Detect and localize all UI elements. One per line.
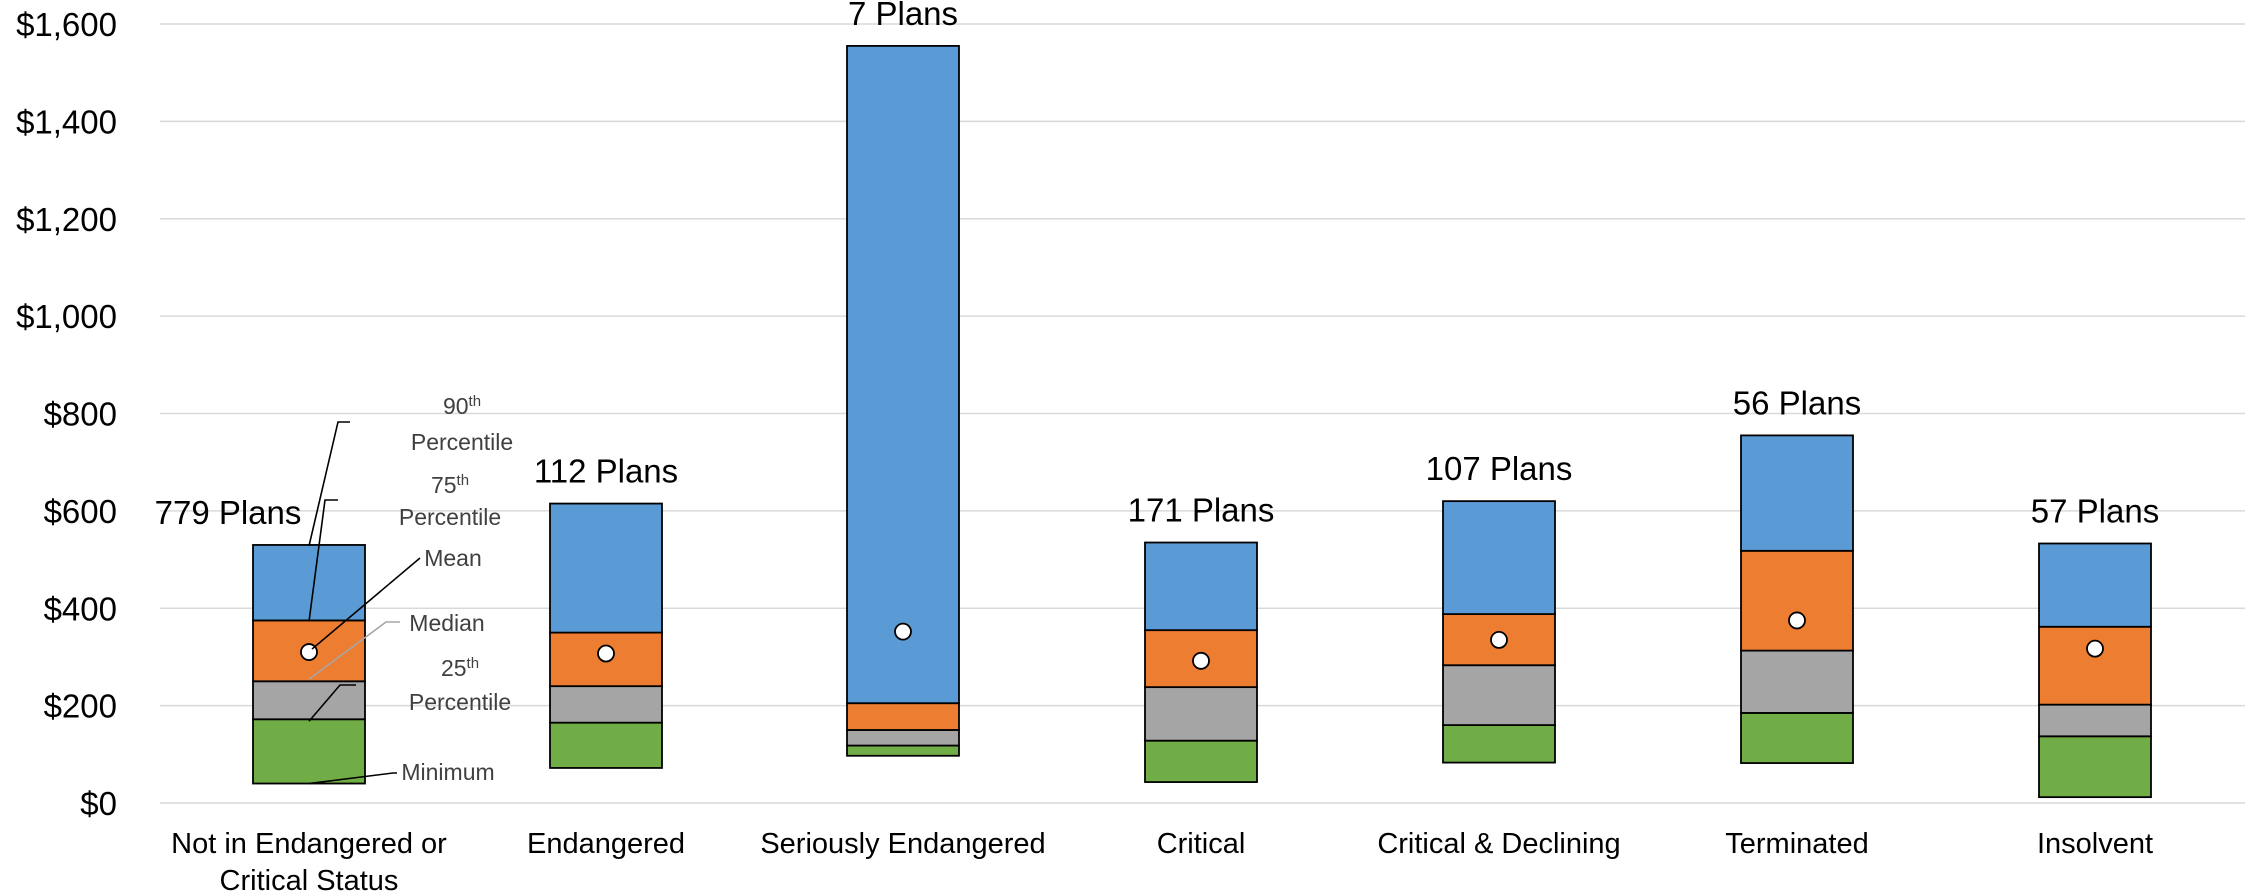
legend-label-p90: 90th: [443, 393, 481, 419]
legend-superscript: th: [469, 393, 482, 410]
plan-count-label: 57 Plans: [2031, 492, 2159, 529]
plan-count-label: 171 Plans: [1128, 492, 1275, 529]
y-tick-label: $1,000: [16, 298, 117, 335]
legend-leader-mean: [311, 557, 421, 650]
legend-leader-minimum: [308, 772, 397, 785]
y-tick-label: $800: [44, 396, 117, 433]
segment-75th-to-90th: [1144, 541, 1258, 632]
segment-25th-to-median: [252, 680, 366, 721]
legend-label-minimum: Minimum: [401, 759, 494, 785]
segment-75th-to-90th: [1442, 500, 1556, 615]
segment-25th-to-median: [1442, 664, 1556, 726]
category-label: Seriously Endangered: [760, 828, 1045, 860]
category-label: Critical Status: [220, 865, 399, 895]
mean-marker: [1788, 611, 1806, 630]
gridlines: [160, 23, 2245, 804]
legend-label-p75: 75th: [431, 472, 469, 498]
bar-group: [1442, 500, 1556, 764]
segment-minimum-to-25th: [846, 744, 960, 757]
segment-minimum-to-25th: [2038, 735, 2152, 799]
segment-median-to-75th: [1740, 549, 1854, 652]
legend-leader-p75: [308, 499, 338, 622]
segment-25th-to-median: [846, 729, 960, 747]
y-tick-label: $200: [44, 688, 117, 725]
segment-minimum-to-25th: [1144, 739, 1258, 783]
segment-75th-to-90th: [1740, 434, 1854, 552]
bar-group: [846, 45, 960, 757]
segment-minimum-to-25th: [549, 721, 663, 769]
mean-marker: [597, 644, 615, 663]
segment-median-to-75th: [2038, 625, 2152, 706]
mean-marker: [2086, 639, 2104, 658]
mean-marker: [1490, 630, 1508, 649]
segment-25th-to-median: [1144, 686, 1258, 742]
legend-superscript: th: [457, 472, 470, 489]
legend-number: 25: [441, 655, 467, 681]
plan-count-label: 112 Plans: [534, 453, 678, 490]
y-tick-label: $1,400: [16, 103, 117, 140]
legend-label-p25: 25th: [441, 655, 479, 681]
segment-minimum-to-25th: [1740, 712, 1854, 764]
legend-label-p25-line2: Percentile: [409, 689, 511, 715]
legend-label-mean: Mean: [424, 545, 482, 571]
legend-leader-p90: [308, 421, 350, 547]
segment-75th-to-90th: [2038, 542, 2152, 628]
legend-leader-p25: [308, 684, 356, 722]
legend-label-p90-line2: Percentile: [411, 429, 513, 455]
category-label: Insolvent: [2037, 828, 2153, 860]
bar-group: [252, 544, 366, 785]
plan-count-label: 107 Plans: [1426, 450, 1573, 487]
y-tick-label: $1,600: [16, 6, 117, 43]
category-label: Critical: [1157, 828, 1246, 860]
bar-group: [549, 502, 663, 769]
plan-count-label: 7 Plans: [848, 0, 958, 32]
plan-count-label: 779 Plans: [155, 494, 302, 531]
segment-75th-to-90th: [549, 502, 663, 634]
legend-number: Mean: [424, 545, 482, 571]
segment-75th-to-90th: [252, 544, 366, 622]
legend-label-p75-line2: Percentile: [399, 504, 501, 530]
y-tick-label: $0: [80, 785, 117, 822]
legend-label-median: Median: [409, 610, 484, 636]
category-label: Critical & Declining: [1377, 828, 1620, 860]
bar-group: [1144, 541, 1258, 783]
legend: 90thPercentile75thPercentileMeanMedian25…: [308, 393, 513, 785]
plan-count-label: 56 Plans: [1733, 384, 1861, 421]
segment-25th-to-median: [549, 685, 663, 724]
legend-number: Minimum: [401, 759, 494, 785]
segment-minimum-to-25th: [1442, 724, 1556, 764]
segment-minimum-to-25th: [252, 718, 366, 785]
legend-number: 90: [443, 393, 469, 419]
legend-number: 75: [431, 472, 457, 498]
category-label: Terminated: [1725, 828, 1868, 860]
bars: [252, 45, 2152, 799]
y-axis-tick-labels: $0 $200 $400 $600 $800 $1,000 $1,200 $1,400 $1,6…: [16, 6, 117, 822]
legend-leader-median: [308, 621, 400, 680]
segment-75th-to-90th: [846, 45, 960, 705]
legend-superscript: th: [467, 655, 480, 672]
segment-25th-to-median: [1740, 649, 1854, 714]
bar-group: [2038, 542, 2152, 799]
mean-marker: [1192, 651, 1210, 670]
y-tick-label: $1,200: [16, 201, 117, 238]
segment-median-to-75th: [846, 702, 960, 731]
bar-group: [1740, 434, 1854, 764]
category-label: Not in Endangered or: [171, 828, 447, 860]
y-tick-label: $600: [44, 493, 117, 530]
segment-25th-to-median: [2038, 703, 2152, 738]
y-tick-label: $400: [44, 590, 117, 627]
labels: 779 Plans Not in Endangered or Critical St…: [155, 0, 2160, 895]
legend-number: Median: [409, 610, 484, 636]
mean-marker: [894, 622, 912, 641]
category-label: Endangered: [527, 828, 685, 860]
